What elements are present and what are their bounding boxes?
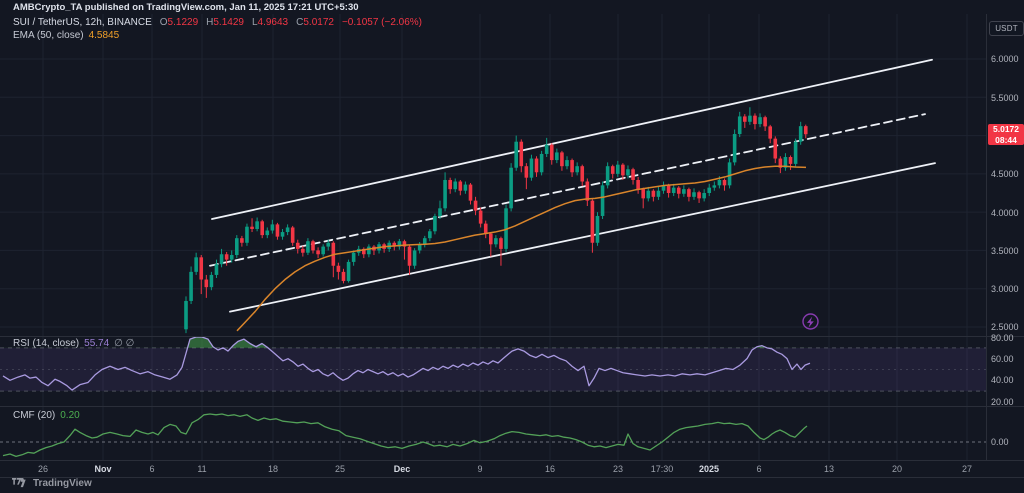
time-tick-23: 23 (612, 464, 624, 474)
ascending-channel-lines[interactable] (209, 58, 936, 313)
last-price-label: 5.0172 08:44 (988, 124, 1024, 145)
ema-label: EMA (50, close) (13, 30, 84, 41)
time-tick-17:30: 17:30 (650, 464, 674, 474)
time-tick-Dec: Dec (393, 464, 411, 474)
time-tick-27: 27 (961, 464, 973, 474)
lightning-icon[interactable] (802, 313, 819, 330)
cmf-label: CMF (20) (13, 410, 56, 421)
rsi-plot (2, 337, 811, 391)
rsi-label: RSI (14, close) (13, 338, 80, 349)
grid-lines (0, 14, 986, 460)
change-value: −0.1057 (−2.06%) (341, 17, 423, 28)
price-tick-6.0000: 6.0000 (991, 54, 1019, 64)
price-tick-40.00: 40.00 (991, 375, 1014, 386)
publication-bar: AMBCrypto_TA published on TradingView.co… (13, 2, 359, 13)
rsi-hidden-flags: ∅ ∅ (114, 338, 135, 349)
price-tick-3.0000: 3.0000 (991, 283, 1019, 294)
ema50-line (236, 165, 807, 332)
time-tick-11: 11 (197, 464, 207, 474)
time-tick-Nov: Nov (94, 464, 112, 474)
ohlc-high: H5.1429 (206, 17, 244, 28)
channel-middle-line (209, 113, 926, 267)
symbol-legend[interactable]: SUI / TetherUS, 12h, BINANCE O5.1229 H5.… (13, 17, 422, 28)
rsi-overbought-fill (3, 337, 810, 348)
price-tick-3.5000: 3.5000 (991, 245, 1019, 256)
ohlc-low: L4.9643 (251, 17, 289, 28)
ohlc-close: C5.0172 (296, 17, 334, 28)
time-tick-18: 18 (267, 464, 279, 474)
bar-countdown: 08:44 (995, 134, 1017, 145)
last-price-value: 5.0172 (993, 124, 1019, 134)
cmf-legend[interactable]: CMF (20) 0.20 (13, 410, 80, 421)
time-tick-6: 6 (756, 464, 762, 474)
ohlc-open: O5.1229 (159, 17, 199, 28)
tradingview-attribution[interactable]: TradingView (12, 478, 92, 489)
price-tick-60.00: 60.00 (991, 353, 1014, 364)
pane-frames (0, 14, 1024, 478)
rsi-value: 55.74 (84, 338, 110, 349)
time-tick-20: 20 (891, 464, 903, 474)
tradingview-logo-text: TradingView (33, 478, 92, 489)
tradingview-logo-icon (12, 478, 26, 488)
currency-toggle-button[interactable]: USDT (989, 21, 1024, 36)
price-tick-80.00: 80.00 (991, 333, 1014, 343)
ema-value: 4.5845 (88, 30, 120, 41)
channel-lower-line (229, 162, 936, 313)
time-tick-26: 26 (37, 464, 49, 474)
rsi-band (0, 347, 986, 392)
time-tick-9: 9 (477, 464, 483, 474)
price-tick-4.0000: 4.0000 (991, 207, 1019, 218)
price-tick-20.00: 20.00 (991, 397, 1014, 407)
channel-upper-line (211, 58, 933, 220)
rsi-legend[interactable]: RSI (14, close) 55.74 ∅ ∅ (13, 338, 134, 349)
symbol-title: SUI / TetherUS, 12h, BINANCE (13, 17, 152, 28)
price-tick-0.00: 0.00 (991, 437, 1009, 447)
candlestick-series (184, 107, 808, 334)
price-tick-5.5000: 5.5000 (991, 92, 1019, 103)
time-tick-2025: 2025 (698, 464, 720, 474)
time-tick-6: 6 (149, 464, 155, 474)
cmf-value: 0.20 (60, 410, 80, 421)
time-tick-13: 13 (823, 464, 835, 474)
time-tick-25: 25 (334, 464, 346, 474)
price-tick-2.5000: 2.5000 (991, 322, 1019, 332)
price-tick-4.5000: 4.5000 (991, 169, 1019, 179)
time-tick-16: 16 (544, 464, 556, 474)
ema-legend[interactable]: EMA (50, close) 4.5845 (13, 30, 119, 41)
cmf-plot (0, 413, 986, 458)
